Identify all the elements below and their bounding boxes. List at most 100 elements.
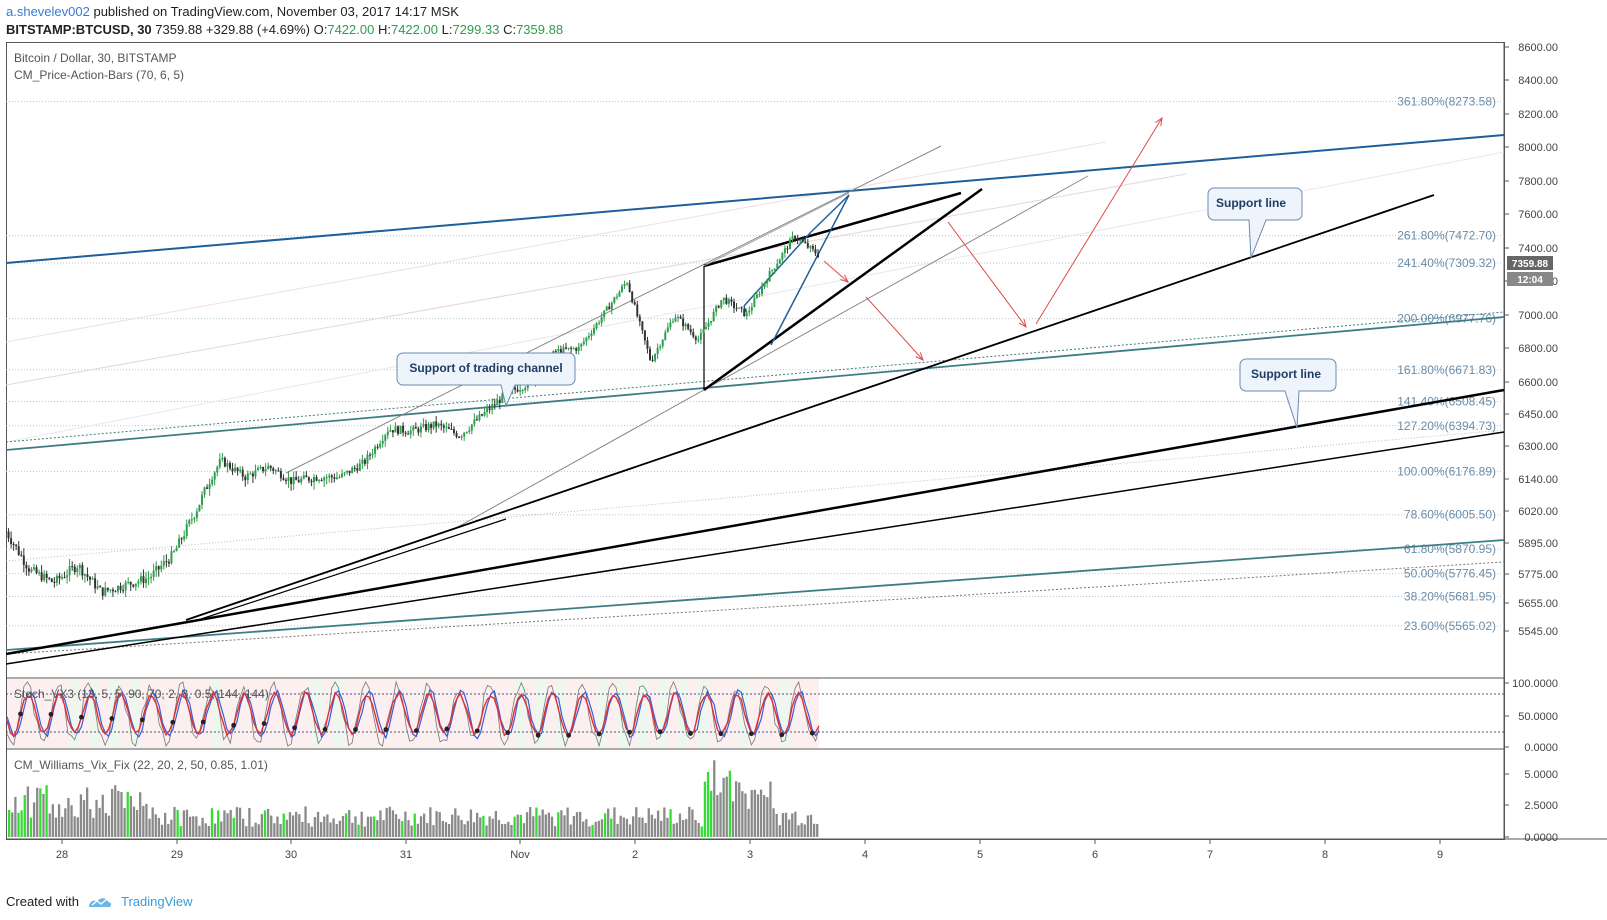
vix-bar bbox=[607, 808, 610, 837]
vix-bar bbox=[70, 805, 73, 837]
candle-body bbox=[251, 473, 254, 477]
support-line-major bbox=[5, 388, 1505, 656]
vix-bar bbox=[195, 816, 198, 837]
candle-body bbox=[5, 531, 7, 533]
vix-bar bbox=[716, 794, 719, 837]
callout-support-line-1[interactable]: Support line bbox=[1207, 187, 1303, 259]
drawing-tools[interactable] bbox=[5, 116, 1505, 665]
candle-body bbox=[175, 547, 178, 552]
vix-bar bbox=[663, 807, 666, 837]
vix-bar bbox=[597, 820, 600, 837]
close-value: 7359.88 bbox=[516, 22, 564, 37]
candle-body bbox=[190, 519, 193, 521]
vix-bar bbox=[522, 823, 526, 837]
candle-body bbox=[524, 387, 527, 391]
vix-bar bbox=[466, 820, 469, 837]
candle-body bbox=[615, 296, 618, 298]
vix-bar bbox=[538, 815, 541, 837]
vix-bar bbox=[444, 822, 448, 837]
callout-support-line-2[interactable]: Support line bbox=[1239, 358, 1337, 429]
fib-level-label: 241.40%(7309.32) bbox=[1397, 256, 1496, 270]
candle-body bbox=[379, 443, 382, 448]
wedge-upper-line bbox=[703, 191, 962, 268]
candle-body bbox=[254, 470, 257, 477]
candle-body bbox=[473, 419, 476, 425]
vix-bar bbox=[170, 819, 173, 837]
candle-body bbox=[139, 576, 142, 582]
stoch-k-line bbox=[6, 687, 820, 740]
projection-arrow-up-head bbox=[1155, 116, 1163, 126]
price-chart-svg[interactable]: Bitcoin / Dollar, 30, BITSTAMP CM_Price-… bbox=[5, 42, 1607, 882]
vix-bar bbox=[313, 817, 317, 837]
vix-bar bbox=[469, 809, 473, 837]
price-tick-label: 8400.00 bbox=[1518, 75, 1558, 87]
candle-body bbox=[231, 468, 234, 472]
candle-body bbox=[674, 317, 677, 322]
candle-body bbox=[740, 307, 743, 309]
candle-body bbox=[559, 349, 562, 354]
price-tick-label: 7000.00 bbox=[1518, 310, 1558, 322]
vix-bar-spike bbox=[700, 826, 703, 837]
vix-bar bbox=[435, 811, 438, 837]
vix-bar bbox=[510, 824, 513, 837]
vix-bar bbox=[666, 817, 669, 837]
candle-body bbox=[45, 573, 48, 578]
stoch-cross-dot bbox=[322, 726, 328, 732]
candle-body bbox=[758, 294, 761, 296]
candle-body bbox=[302, 475, 305, 479]
candle-body bbox=[43, 573, 46, 581]
chart-area[interactable]: Bitcoin / Dollar, 30, BITSTAMP CM_Price-… bbox=[5, 42, 1607, 882]
candle-body bbox=[7, 531, 10, 539]
candle-body bbox=[25, 564, 28, 569]
candle-body bbox=[414, 426, 417, 429]
candle-body bbox=[104, 587, 107, 596]
candle-body bbox=[519, 390, 522, 392]
vix-bar bbox=[772, 808, 775, 837]
stoch-shade-band bbox=[312, 679, 323, 748]
candle-body bbox=[643, 330, 646, 341]
vix-bar bbox=[182, 810, 186, 837]
vix-bar bbox=[57, 804, 61, 837]
candle-body bbox=[391, 430, 394, 433]
vix-bar bbox=[507, 821, 510, 837]
rising-wedge-lower bbox=[770, 194, 850, 346]
candle-body bbox=[300, 478, 303, 483]
vix-bar bbox=[42, 793, 45, 837]
candle-body bbox=[661, 339, 664, 347]
candle-body bbox=[595, 323, 598, 329]
candle-body bbox=[475, 419, 478, 421]
candle-body bbox=[22, 555, 25, 565]
candle-body bbox=[305, 475, 308, 478]
vix-bar bbox=[775, 813, 778, 837]
vix-histogram bbox=[8, 760, 819, 837]
vix-bar-spike bbox=[179, 826, 182, 837]
candle-body bbox=[684, 324, 687, 327]
vix-bar bbox=[279, 823, 282, 837]
vix-bar bbox=[816, 823, 819, 837]
vix-bar bbox=[379, 810, 382, 837]
candle-body bbox=[30, 569, 33, 572]
vix-bar bbox=[781, 813, 785, 837]
candle-body bbox=[272, 468, 275, 471]
candle-body bbox=[96, 586, 99, 589]
candle-body bbox=[201, 494, 203, 505]
price-tick-label: 8000.00 bbox=[1518, 142, 1558, 154]
author-link[interactable]: a.shevelev002 bbox=[6, 4, 90, 19]
candle-body bbox=[610, 302, 613, 310]
candle-body bbox=[649, 348, 651, 360]
candle-body bbox=[313, 477, 315, 483]
vix-bar bbox=[516, 814, 519, 837]
vix-bar-spike bbox=[17, 812, 20, 837]
vix-bar bbox=[376, 820, 379, 837]
tradingview-brand[interactable]: TradingView bbox=[120, 894, 193, 909]
publish-header: a.shevelev002 published on TradingView.c… bbox=[6, 4, 459, 19]
candle-body bbox=[557, 349, 560, 352]
vix-bar bbox=[681, 819, 685, 837]
vix-bar bbox=[407, 820, 410, 837]
vix-bar bbox=[14, 796, 17, 837]
vix-bar bbox=[463, 824, 466, 837]
candle-body bbox=[371, 453, 374, 456]
vix-bar bbox=[385, 808, 388, 837]
callout-support-channel[interactable]: Support of trading channel bbox=[396, 352, 576, 408]
stoch-shade-band bbox=[657, 679, 668, 748]
